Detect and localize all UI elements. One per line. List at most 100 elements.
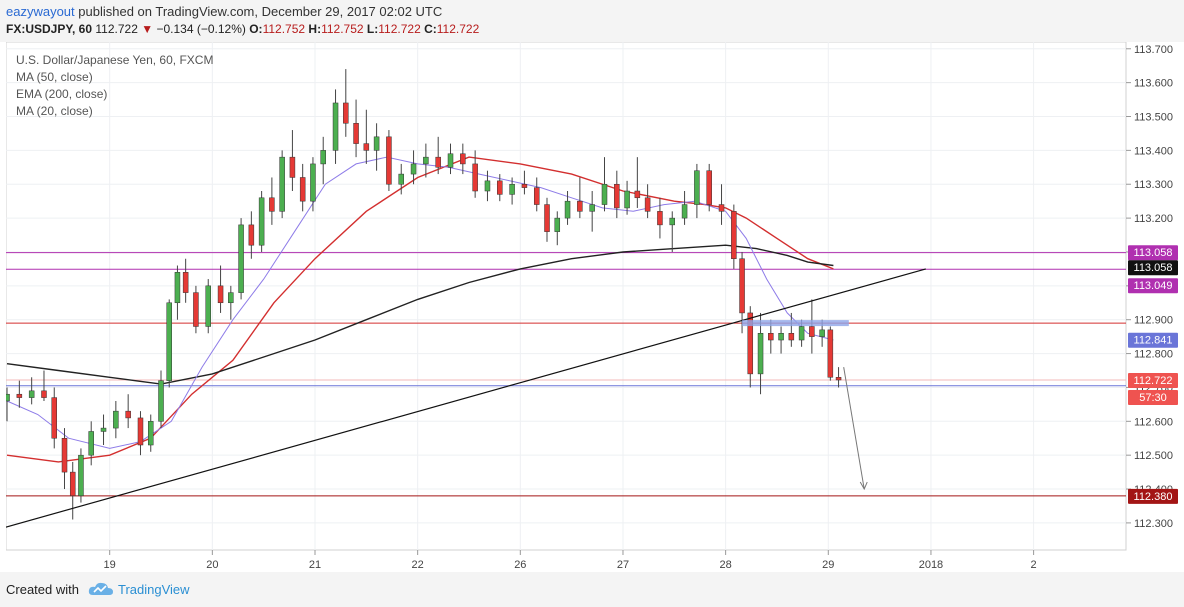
- candle-body: [747, 312, 754, 375]
- candle-body: [88, 431, 94, 456]
- open-label: O:: [249, 22, 263, 36]
- y-tick-label: 112.800: [1134, 349, 1173, 361]
- candle-body: [238, 224, 244, 293]
- candle-body: [681, 204, 688, 219]
- candle-body: [739, 258, 745, 314]
- tradingview-cloud-icon: [88, 582, 113, 595]
- candle-body: [363, 143, 370, 151]
- candle-body: [228, 292, 234, 304]
- candle-body: [497, 180, 503, 195]
- price-label-bg: [1128, 332, 1178, 348]
- plot-area: [6, 42, 1127, 551]
- created-with-text: Created with: [6, 582, 79, 597]
- author-link[interactable]: eazywayout: [6, 4, 75, 19]
- price-label-text: 113.049: [1134, 280, 1173, 292]
- y-tick-label: 113.700: [1134, 44, 1173, 56]
- candle-body: [248, 224, 255, 246]
- candle-body: [788, 333, 795, 341]
- candle-body: [601, 183, 608, 205]
- candle-body: [447, 153, 454, 168]
- candle-body: [343, 102, 349, 124]
- candle-body: [509, 183, 515, 195]
- candle-body: [564, 200, 571, 219]
- last-price: 112.722: [95, 22, 138, 36]
- candle-body: [289, 156, 296, 178]
- x-tick-label: 21: [309, 559, 321, 571]
- low-label: L:: [366, 22, 379, 36]
- candle-body: [6, 393, 10, 402]
- candle-body: [589, 204, 595, 212]
- legend-ma50: MA (50, close): [16, 70, 93, 84]
- candle-body: [614, 183, 620, 209]
- price-label-text: 112.722: [1134, 375, 1173, 387]
- candle-body: [554, 217, 561, 232]
- candle-body: [299, 177, 306, 202]
- footer: Created with TradingView: [0, 572, 1184, 607]
- price-label-text: 112.380: [1134, 491, 1173, 503]
- price-label-bg: [1128, 488, 1178, 504]
- candle-body: [373, 136, 380, 151]
- grid: [6, 42, 1126, 550]
- arrow-head: [859, 481, 868, 491]
- candle-body: [158, 380, 164, 422]
- price-label-bg: [1128, 245, 1178, 261]
- candle-body: [644, 197, 651, 212]
- published-text: published on TradingView.com, December 2…: [78, 4, 443, 19]
- candle-body: [217, 285, 224, 304]
- horizontal-levels: [6, 252, 1126, 497]
- price-label-bg: [1128, 260, 1178, 276]
- price-axis[interactable]: 112.300112.400112.500112.600112.700112.8…: [1126, 44, 1173, 530]
- y-tick-label: 112.500: [1134, 450, 1173, 462]
- candle-body: [778, 333, 784, 341]
- close-label: C:: [424, 22, 437, 36]
- candle-body: [472, 163, 478, 192]
- candle-body: [533, 187, 540, 205]
- candle-body: [835, 377, 842, 381]
- y-tick-label: 112.900: [1134, 315, 1173, 327]
- x-tick-label: 29: [822, 559, 834, 571]
- candle-body: [182, 272, 189, 293]
- candle-body: [113, 410, 119, 429]
- candle-body: [624, 190, 630, 209]
- x-tick-label: 2: [1031, 559, 1037, 571]
- y-tick-label: 112.600: [1134, 416, 1173, 428]
- legend-ma20: MA (20, close): [16, 104, 93, 118]
- candle-body: [147, 421, 154, 446]
- high-value: 112.752: [321, 22, 364, 36]
- legend-ema200: EMA (200, close): [16, 87, 108, 101]
- candle-body: [718, 204, 725, 212]
- chart-header: eazywayout published on TradingView.com,…: [0, 0, 1184, 42]
- candle-body: [731, 211, 737, 259]
- candle-body: [193, 292, 199, 327]
- publish-info: eazywayout published on TradingView.com,…: [6, 4, 442, 19]
- price-label-bg: [1128, 372, 1178, 388]
- candle-body: [137, 417, 144, 446]
- candle-body: [544, 204, 550, 232]
- price-label-bg: [1128, 389, 1178, 405]
- price-chart[interactable]: 112.300112.400112.500112.600112.700112.8…: [6, 42, 1184, 572]
- candle-body: [269, 197, 275, 212]
- x-tick-label: 19: [104, 559, 116, 571]
- legend-title: U.S. Dollar/Japanese Yen, 60, FXCM: [16, 53, 214, 67]
- candle-body: [100, 427, 107, 432]
- x-tick-label: 27: [617, 559, 629, 571]
- high-label: H:: [308, 22, 322, 36]
- candle-body: [279, 156, 285, 212]
- candle-body: [174, 272, 181, 304]
- candle-body: [310, 163, 316, 202]
- trendline: [6, 268, 926, 528]
- drawings: [6, 268, 926, 528]
- candle-body: [398, 173, 404, 185]
- candle-body: [16, 393, 23, 398]
- tradingview-link[interactable]: TradingView: [118, 582, 190, 597]
- candle-body: [798, 326, 805, 341]
- y-tick-label: 113.300: [1134, 179, 1173, 191]
- candle-body: [819, 329, 825, 337]
- y-tick-label: 113.500: [1134, 112, 1173, 124]
- candle-body: [423, 156, 429, 165]
- close-value: 112.722: [436, 22, 480, 36]
- forecast-arrow: [843, 367, 865, 490]
- candle-body: [410, 163, 417, 175]
- candle-body: [435, 156, 441, 168]
- time-axis[interactable]: 19 20 21 22 26 27 28 29 2018 2: [104, 550, 1037, 571]
